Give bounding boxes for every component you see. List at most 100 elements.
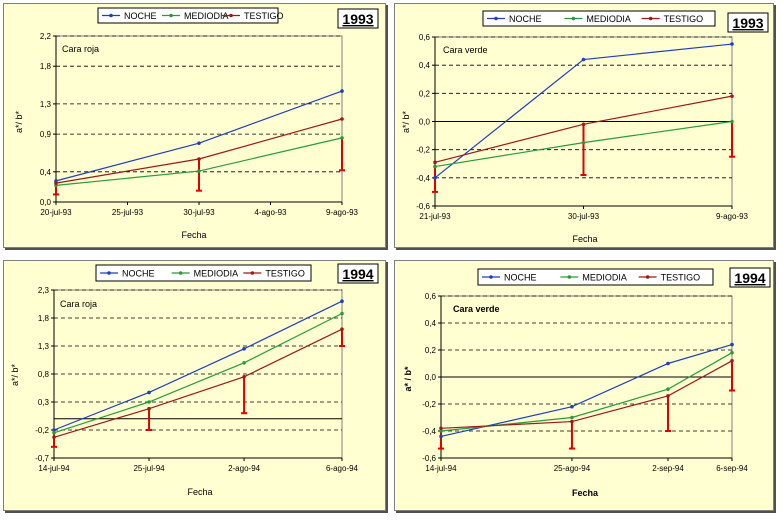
legend-marker-mediodia	[178, 271, 183, 275]
legend-label-testigo: TESTIGO	[244, 11, 284, 21]
x-tick-label: 25-jul-93	[112, 208, 144, 217]
data-point-noche	[147, 390, 151, 395]
y-tick-label: 0,8	[38, 370, 50, 379]
y-tick-label: 0,6	[419, 33, 431, 42]
chart-2: NOCHE MEDIODIA TESTIGO 1994 -0,7 -0,2 0,3 0,8 1,…	[10, 263, 379, 497]
data-point-testigo	[730, 94, 734, 98]
legend-marker-mediodia	[571, 16, 576, 21]
data-point-noche	[340, 89, 344, 93]
legend-label-noche: NOCHE	[124, 11, 157, 21]
year-label: 1994	[734, 270, 765, 286]
y-tick-label: 2,2	[40, 32, 52, 41]
x-tick-label: 4-ago-93	[254, 208, 287, 217]
chart-0: NOCHE MEDIODIA TESTIGO 1993 0,0 0,4 0,9 1,3 1,8 2…	[14, 7, 379, 240]
y-axis-title: a*/ b*	[401, 111, 411, 134]
legend-label-testigo: TESTIGO	[661, 273, 701, 283]
legend-box	[95, 264, 312, 282]
data-point-mediodia	[52, 431, 56, 435]
series-line-noche	[440, 344, 733, 437]
y-tick-label: -0,4	[422, 427, 436, 436]
legend-label-noche: NOCHE	[504, 273, 537, 283]
year-label-box	[727, 12, 769, 33]
x-tick-label: 9-ago-93	[716, 212, 749, 221]
data-point-testigo	[570, 419, 574, 424]
x-axis-title: Fecha	[181, 230, 206, 240]
data-point-mediodia	[340, 136, 344, 140]
x-tick-label: 21-jul-93	[419, 212, 451, 221]
y-tick-label: 1,3	[38, 342, 50, 351]
y-tick-label: 1,3	[40, 100, 52, 109]
data-point-noche	[570, 404, 574, 409]
chart-panel-1: NOCHE MEDIODIA TESTIGO 1993 -0,6 -0,4 -0,2 0,0 0…	[394, 3, 774, 248]
y-axis-title: a*/ b*	[10, 364, 20, 387]
data-point-testigo	[433, 160, 437, 165]
year-label-box	[337, 8, 379, 29]
data-point-noche	[439, 434, 443, 439]
data-point-testigo	[340, 327, 344, 331]
data-point-mediodia	[581, 140, 586, 145]
legend-marker-noche	[494, 16, 498, 21]
data-point-noche	[340, 299, 344, 303]
y-tick-label: 0,2	[419, 89, 431, 98]
x-tick-label: 6-sep-94	[716, 464, 748, 473]
y-tick-label: -0,6	[422, 454, 436, 463]
face-annotation: Cara roja	[62, 44, 99, 54]
y-tick-label: 0,4	[425, 319, 437, 328]
data-point-testigo	[54, 181, 58, 185]
x-tick-label: 14-jul-94	[38, 464, 70, 473]
y-tick-label: 0,4	[40, 168, 52, 177]
legend-label-mediodia: MEDIODIA	[582, 273, 627, 283]
year-label: 1994	[342, 266, 373, 282]
x-tick-label: 30-jul-93	[568, 212, 600, 221]
chart-panel-3: NOCHE MEDIODIA TESTIGO 1994 -0,6 -0,4 -0,2 0,0 0…	[394, 260, 774, 511]
legend-label-noche: NOCHE	[122, 269, 155, 279]
legend-marker-mediodia	[567, 275, 572, 279]
y-tick-label: 0,2	[425, 346, 437, 355]
data-point-noche	[433, 176, 437, 180]
data-point-mediodia	[730, 350, 734, 355]
data-point-mediodia	[433, 164, 437, 169]
x-tick-label: 25-jul-94	[133, 464, 165, 473]
data-point-mediodia	[340, 311, 344, 316]
data-point-noche	[197, 141, 201, 145]
data-point-testigo	[730, 359, 734, 363]
x-tick-label: 20-jul-93	[40, 208, 72, 217]
data-point-mediodia	[439, 429, 443, 433]
series-line-noche	[53, 300, 343, 431]
y-tick-label: -0,7	[35, 454, 49, 463]
series-line-mediodia	[53, 312, 343, 434]
y-tick-label: 0,0	[419, 118, 431, 127]
chart-1: NOCHE MEDIODIA TESTIGO 1993 -0,6 -0,4 -0,2 0,0 0…	[401, 10, 769, 244]
y-tick-label: 1,8	[38, 314, 50, 323]
legend-box	[97, 7, 279, 24]
series-line-testigo	[53, 328, 343, 438]
legend-marker-mediodia	[169, 13, 173, 18]
legend-box	[482, 10, 716, 27]
legend-label-testigo: TESTIGO	[265, 269, 305, 279]
y-tick-label: 0,9	[40, 130, 52, 139]
data-point-noche	[52, 428, 56, 432]
chart-3: NOCHE MEDIODIA TESTIGO 1994 -0,6 -0,4 -0,2 0,0 0…	[403, 267, 771, 498]
face-annotation: Cara verde	[443, 45, 488, 55]
legend-box	[477, 268, 714, 286]
y-tick-label: -0,6	[416, 202, 430, 211]
x-tick-label: 14-jul-94	[425, 464, 457, 473]
chart-panel-2: NOCHE MEDIODIA TESTIGO 1994 -0,7 -0,2 0,3 0,8 1,…	[3, 260, 386, 511]
legend-marker-testigo	[645, 275, 650, 279]
data-point-mediodia	[197, 169, 201, 173]
year-label: 1993	[732, 15, 763, 31]
data-point-testigo	[147, 406, 151, 411]
data-point-testigo	[242, 375, 246, 379]
x-tick-label: 2-ago-94	[228, 464, 261, 473]
y-tick-label: -0,2	[422, 400, 436, 409]
x-tick-label: 25-ago-94	[554, 464, 591, 473]
y-axis-title: a* / b*	[403, 366, 413, 392]
legend-marker-testigo	[229, 13, 233, 18]
data-point-testigo	[340, 117, 344, 121]
data-point-noche	[730, 342, 734, 347]
data-point-mediodia	[147, 400, 151, 404]
year-label-box	[729, 267, 771, 288]
y-tick-label: 0,6	[425, 292, 437, 301]
x-tick-label: 9-ago-93	[326, 208, 359, 217]
data-point-testigo	[581, 122, 586, 127]
